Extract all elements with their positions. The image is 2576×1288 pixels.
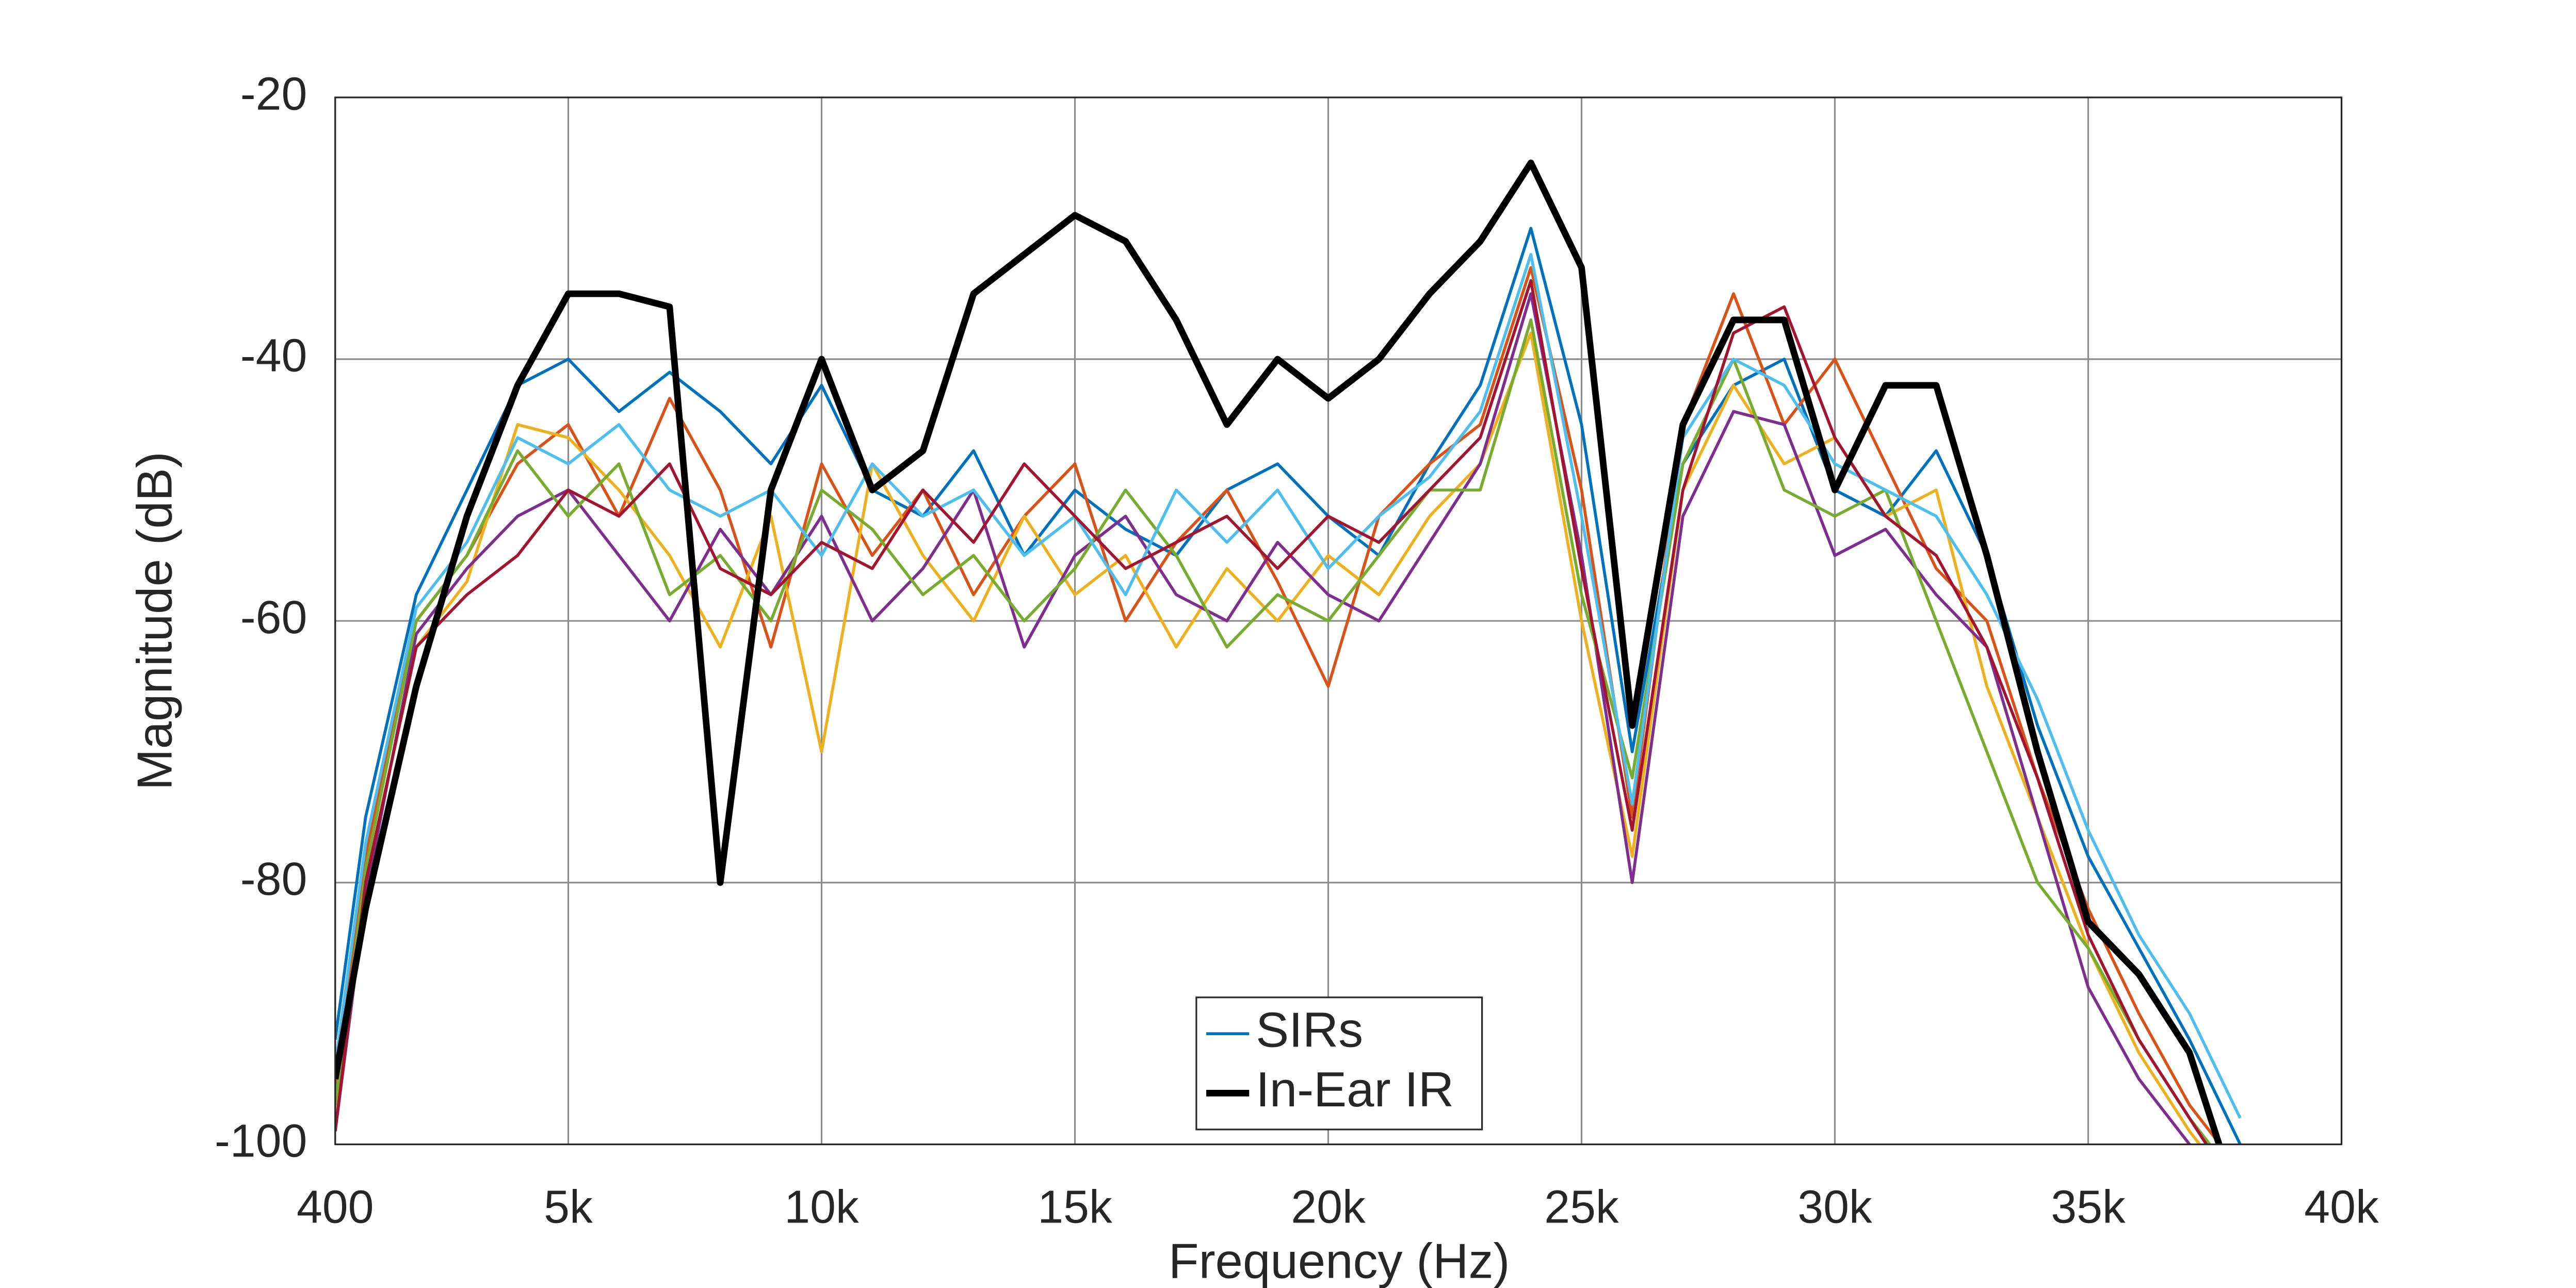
x-tick-label: 35k (2051, 1181, 2126, 1232)
series-line (335, 279, 2209, 1145)
series-line (335, 159, 2223, 1145)
x-axis-label: Frequency (Hz) (1169, 1234, 1510, 1288)
x-tick-label: 15k (1038, 1181, 1112, 1232)
x-tick-label: 40k (2304, 1181, 2379, 1232)
series-line (335, 253, 2242, 1119)
tick-labels: 400 5k 10k 15k 20k 25k 30k 35k 40k -100 -80 -60 -40 -… (215, 68, 2379, 1232)
lines (335, 159, 2242, 1145)
y-axis-label: Magnitude (dB) (127, 452, 183, 790)
x-tick-label: 5k (544, 1181, 593, 1232)
legend-label: In-Ear IR (1256, 1062, 1454, 1117)
y-tick-label: -40 (240, 330, 307, 381)
x-tick-label: 10k (784, 1181, 859, 1232)
x-tick-label: 25k (1544, 1181, 1619, 1232)
series-line (335, 331, 2202, 1145)
y-tick-label: -20 (240, 68, 307, 119)
x-tick-label: 400 (297, 1181, 374, 1232)
x-tick-label: 30k (1797, 1181, 1872, 1232)
x-tick-label: 20k (1291, 1181, 1366, 1232)
y-tick-label: -100 (215, 1115, 307, 1166)
axes-box (334, 96, 2343, 1146)
legend-box (1195, 996, 1483, 1131)
series-line (335, 266, 2222, 1145)
series-line (335, 318, 2212, 1145)
y-tick-label: -60 (240, 591, 307, 643)
legend-label: SIRs (1256, 1003, 1363, 1058)
series-line (335, 227, 2242, 1145)
y-tick-label: -80 (240, 853, 307, 905)
series-line (335, 292, 2192, 1145)
